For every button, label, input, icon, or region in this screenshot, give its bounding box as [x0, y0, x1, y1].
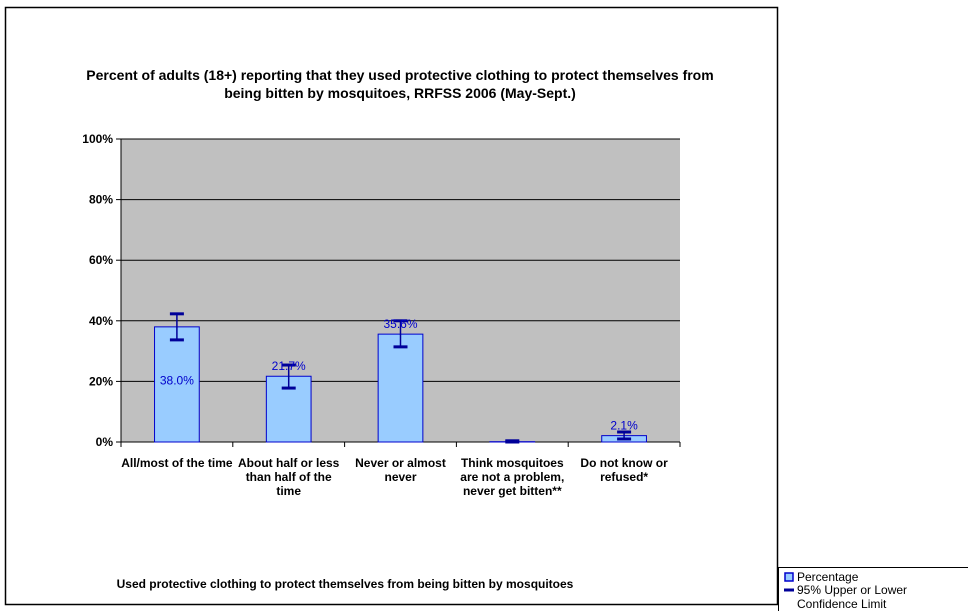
x-axis-label: Used protective clothing to protect them… [116, 577, 574, 591]
bar [377, 333, 424, 443]
x-tick-label: All/most of the time [121, 456, 233, 470]
x-tick-label: Never or almost never [355, 456, 446, 484]
data-label: 2.1% [610, 419, 638, 433]
legend-swatch [784, 572, 794, 582]
data-label: 21.7% [272, 359, 306, 373]
x-tick-label: About half or less than half of the time [238, 456, 340, 498]
chart-title: Percent of adults (18+) reporting that t… [86, 67, 714, 101]
y-tick-label: 20% [89, 374, 113, 388]
data-label: 38.0% [160, 373, 194, 387]
y-tick-label: 40% [89, 314, 113, 328]
bar [154, 326, 200, 443]
x-tick-label: Think mosquitoes are not a problem, neve… [460, 456, 565, 498]
y-tick-label: 60% [89, 253, 113, 267]
y-tick-label: 0% [96, 435, 114, 449]
legend-label: 95% Upper or Lower Confidence Limit [797, 583, 907, 611]
y-tick-label: 80% [89, 193, 113, 207]
legend-box [778, 567, 968, 611]
data-label: 35.6% [383, 317, 417, 331]
x-tick-label: Do not know or refused* [580, 456, 668, 484]
y-tick-label: 100% [82, 132, 113, 146]
legend-label: Percentage [797, 570, 859, 584]
